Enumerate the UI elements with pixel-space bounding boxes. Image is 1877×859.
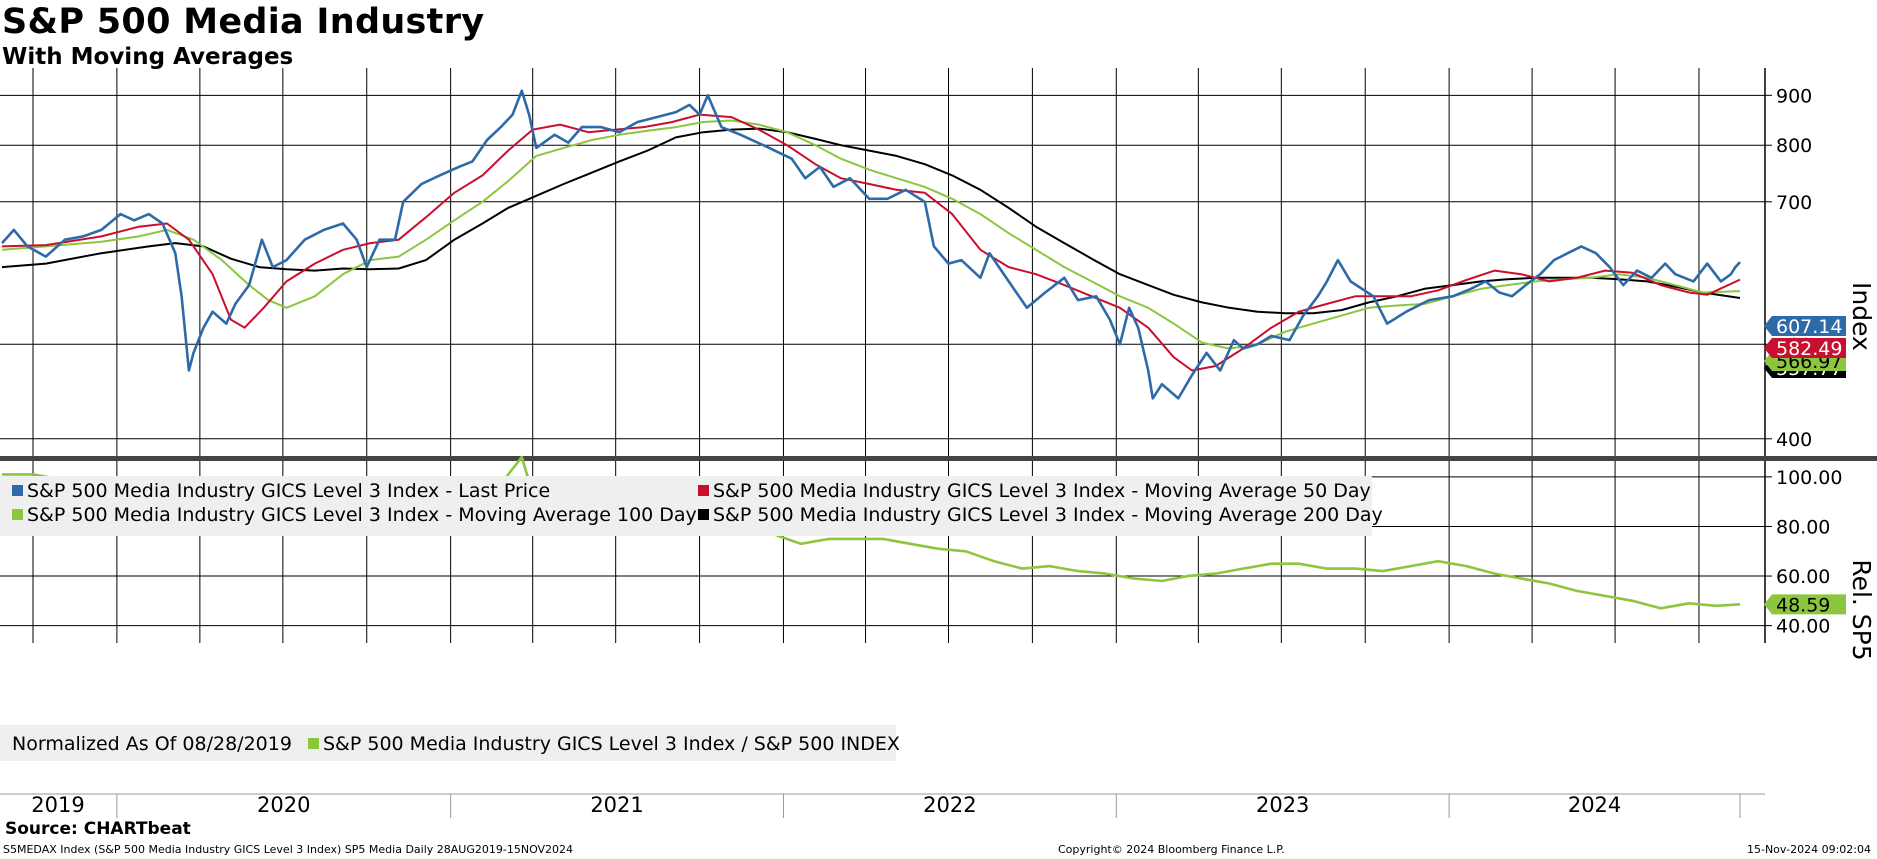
- series-line--3-index-moving-average-50-day: [1, 113, 1741, 372]
- chart-subtitle: With Moving Averages: [2, 44, 294, 70]
- source-label: Source: CHARTbeat: [5, 819, 191, 839]
- footer-copyright: Copyright© 2024 Bloomberg Finance L.P.: [1058, 843, 1285, 856]
- x-tick-label: 2022: [923, 793, 976, 817]
- legend-swatch: [12, 485, 23, 496]
- legend-swatch: [698, 485, 709, 496]
- legend-box: [0, 725, 896, 761]
- x-tick-label: 2021: [590, 793, 643, 817]
- legend-label: S&P 500 Media Industry GICS Level 3 Inde…: [713, 504, 1383, 526]
- value-flag-label: 48.59: [1776, 594, 1830, 616]
- x-tick-label: 2023: [1256, 793, 1309, 817]
- value-flag-bg: [1764, 338, 1846, 358]
- legend-lower: Normalized As Of 08/28/2019 S&P 500 Media…: [0, 725, 900, 761]
- footer-ticker: S5MEDAX Index (S&P 500 Media Industry GI…: [3, 843, 574, 856]
- last-value-flag-rel: 48.59: [1764, 594, 1846, 616]
- x-tick-label: 2024: [1568, 793, 1621, 817]
- y-tick-label-upper: 400: [1776, 429, 1812, 451]
- x-tick-label: 2020: [257, 793, 310, 817]
- panel-divider: [0, 456, 1877, 461]
- legend-label: S&P 500 Media Industry GICS Level 3 Inde…: [27, 504, 697, 526]
- value-flag-bg: [1764, 594, 1846, 615]
- axis-title-lower: Rel. SP5: [1847, 559, 1876, 660]
- legend-swatch: [12, 509, 23, 520]
- legend-normalized-label: Normalized As Of 08/28/2019: [12, 733, 292, 755]
- x-tick-label: 2019: [31, 793, 84, 817]
- y-tick-label-upper: 700: [1776, 192, 1812, 214]
- legend-label: S&P 500 Media Industry GICS Level 3 Inde…: [27, 480, 550, 502]
- chart-title: S&P 500 Media Industry: [2, 2, 485, 42]
- y-tick-label-lower: 100.00: [1776, 467, 1842, 489]
- legend-swatch: [698, 509, 709, 520]
- value-flag-label: 607.14: [1776, 316, 1842, 338]
- legend-label: S&P 500 Media Industry GICS Level 3 Inde…: [713, 480, 1371, 502]
- y-tick-label-lower: 80.00: [1776, 516, 1830, 538]
- y-tick-label-lower: 60.00: [1776, 566, 1830, 588]
- y-tick-label-lower: 40.00: [1776, 616, 1830, 638]
- series-line--gics-level-3-index-last-price: [1, 89, 1741, 400]
- value-flag-label: 582.49: [1776, 338, 1842, 360]
- legend-swatch: [308, 738, 319, 749]
- last-value-flag: 582.49: [1764, 338, 1846, 360]
- axis-title-upper: Index: [1847, 282, 1876, 351]
- value-flag-bg: [1764, 316, 1846, 336]
- y-tick-label-upper: 800: [1776, 135, 1812, 157]
- legend-box: [0, 476, 1372, 536]
- last-value-flag: 607.14: [1764, 316, 1846, 338]
- series-line-3-index-moving-average-100-day: [1, 119, 1741, 350]
- footer-timestamp: 15-Nov-2024 09:02:04: [1746, 843, 1871, 856]
- legend-upper: S&P 500 Media Industry GICS Level 3 Inde…: [0, 476, 1383, 536]
- y-tick-label-upper: 900: [1776, 85, 1812, 107]
- legend-label: S&P 500 Media Industry GICS Level 3 Inde…: [323, 733, 900, 755]
